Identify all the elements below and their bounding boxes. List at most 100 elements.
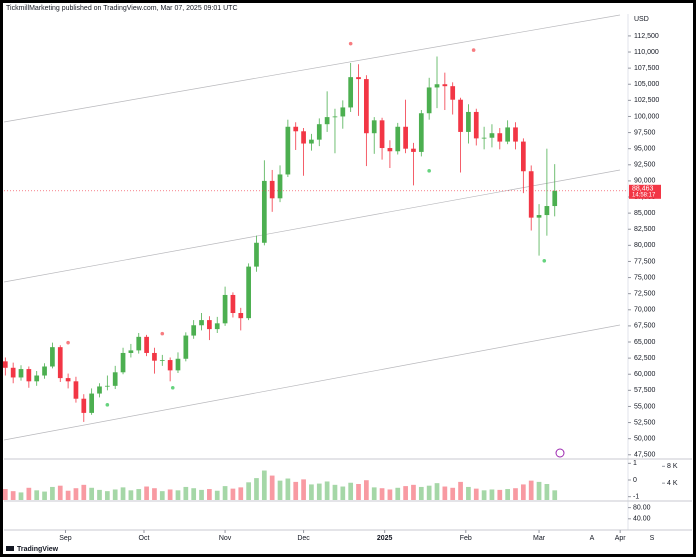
candle-body	[89, 393, 95, 413]
oscillator-tick-label: 1	[633, 460, 637, 467]
candle-body	[152, 352, 157, 361]
volume-bar	[411, 484, 416, 500]
x-tick-label: Feb	[460, 535, 472, 542]
candle-body	[473, 111, 479, 139]
volume-bar	[261, 470, 267, 500]
candle-body	[2, 361, 8, 368]
candle-body	[371, 120, 377, 134]
candle-body	[489, 133, 495, 138]
candle-body	[26, 369, 32, 382]
volume-bar	[340, 486, 346, 500]
candle-body	[50, 347, 55, 367]
y-tick-label: 77,500	[634, 258, 656, 265]
volume-bar	[552, 490, 558, 500]
channel	[3, 14, 621, 441]
volume-bar	[481, 490, 487, 500]
volume-bar	[293, 481, 299, 500]
volume-bar	[246, 482, 251, 500]
candle-body	[356, 77, 361, 80]
volume-bar	[81, 484, 87, 500]
fractal-marker	[471, 48, 476, 52]
volume-bar	[2, 489, 8, 500]
candle-body	[136, 336, 142, 351]
countdown: 14:58:17	[632, 192, 656, 198]
fractal-marker	[160, 331, 165, 336]
candle-body	[175, 358, 181, 371]
lower-pane-tick-label: 80.00	[633, 504, 651, 511]
y-tick-label: 102,500	[634, 97, 659, 104]
candle-body	[199, 320, 204, 326]
candle-body	[285, 126, 291, 175]
candle-body	[207, 320, 212, 330]
candle-body	[120, 352, 126, 373]
candle-body	[520, 141, 526, 172]
candle-body	[269, 180, 275, 199]
channel-upper	[3, 14, 621, 123]
logo-mark	[6, 546, 14, 551]
volume-bar	[395, 487, 401, 500]
volume-bar	[50, 486, 55, 500]
candle-body	[497, 133, 503, 142]
y-tick-label: 60,000	[634, 371, 656, 378]
candle-body	[536, 215, 542, 218]
candle-body	[513, 127, 518, 142]
candle-body	[434, 84, 440, 88]
candle-body	[387, 148, 393, 152]
header: TickmillMarketing published on TradingVi…	[6, 5, 238, 12]
volume-bar	[458, 481, 463, 500]
volume-bar	[191, 488, 197, 500]
y-tick-label: 65,000	[634, 339, 656, 346]
candle-body	[112, 372, 118, 386]
volume-bar	[426, 485, 432, 500]
candle-body	[552, 190, 558, 207]
y-tick-label: 80,000	[634, 242, 656, 249]
y-tick-label: 72,500	[634, 291, 656, 298]
candle-body	[246, 266, 251, 319]
volume-bar	[269, 475, 275, 500]
fractal-marker	[348, 41, 353, 46]
panel	[3, 3, 693, 554]
oscillator-tick-label: -1	[633, 494, 639, 501]
channel-lower	[3, 324, 621, 441]
volume-bar	[520, 484, 526, 500]
volume-bar	[18, 492, 24, 500]
y-tick-label: 67,500	[634, 323, 656, 330]
x-tick-label: Dec	[297, 535, 310, 542]
candle-body	[379, 120, 385, 149]
y-tick-label: 62,500	[634, 355, 656, 362]
volume-bar	[536, 481, 542, 500]
volume-bar	[379, 488, 385, 500]
candle-body	[364, 79, 369, 134]
candle-body	[57, 347, 63, 379]
candle-body	[528, 171, 534, 218]
volume-bar	[175, 490, 181, 500]
y-tick-label: 100,000	[634, 113, 659, 120]
volume-tick-label: 8 K	[667, 463, 678, 470]
replay-icon[interactable]	[555, 448, 565, 458]
candle-body	[144, 336, 149, 353]
candle-body	[395, 126, 401, 152]
candle-body	[301, 131, 306, 144]
volume-bar	[371, 487, 377, 500]
x-tick-label: Mar	[533, 535, 546, 542]
y-tick-label: 75,000	[634, 274, 656, 281]
x-tick-label: Apr	[615, 535, 627, 542]
candle-body	[81, 398, 87, 413]
candle-body	[261, 180, 267, 243]
volume-bar	[230, 488, 236, 500]
volume-bar	[450, 487, 456, 500]
candle-body	[293, 126, 299, 132]
y-tick-label: 107,500	[634, 65, 659, 72]
y-tick-label: 55,000	[634, 403, 656, 410]
volume-tick-label: 4 K	[667, 480, 678, 487]
lower-pane-tick-label: 40.00	[633, 516, 651, 523]
volume-bar	[144, 486, 149, 500]
fractal-marker	[105, 403, 110, 407]
x-tick-label: Oct	[139, 535, 150, 542]
volume-bar	[222, 486, 228, 500]
candle-body	[10, 367, 16, 378]
last-price-label: 88,463	[632, 186, 654, 193]
volume-bar	[301, 479, 306, 500]
volume-bar	[473, 488, 479, 500]
